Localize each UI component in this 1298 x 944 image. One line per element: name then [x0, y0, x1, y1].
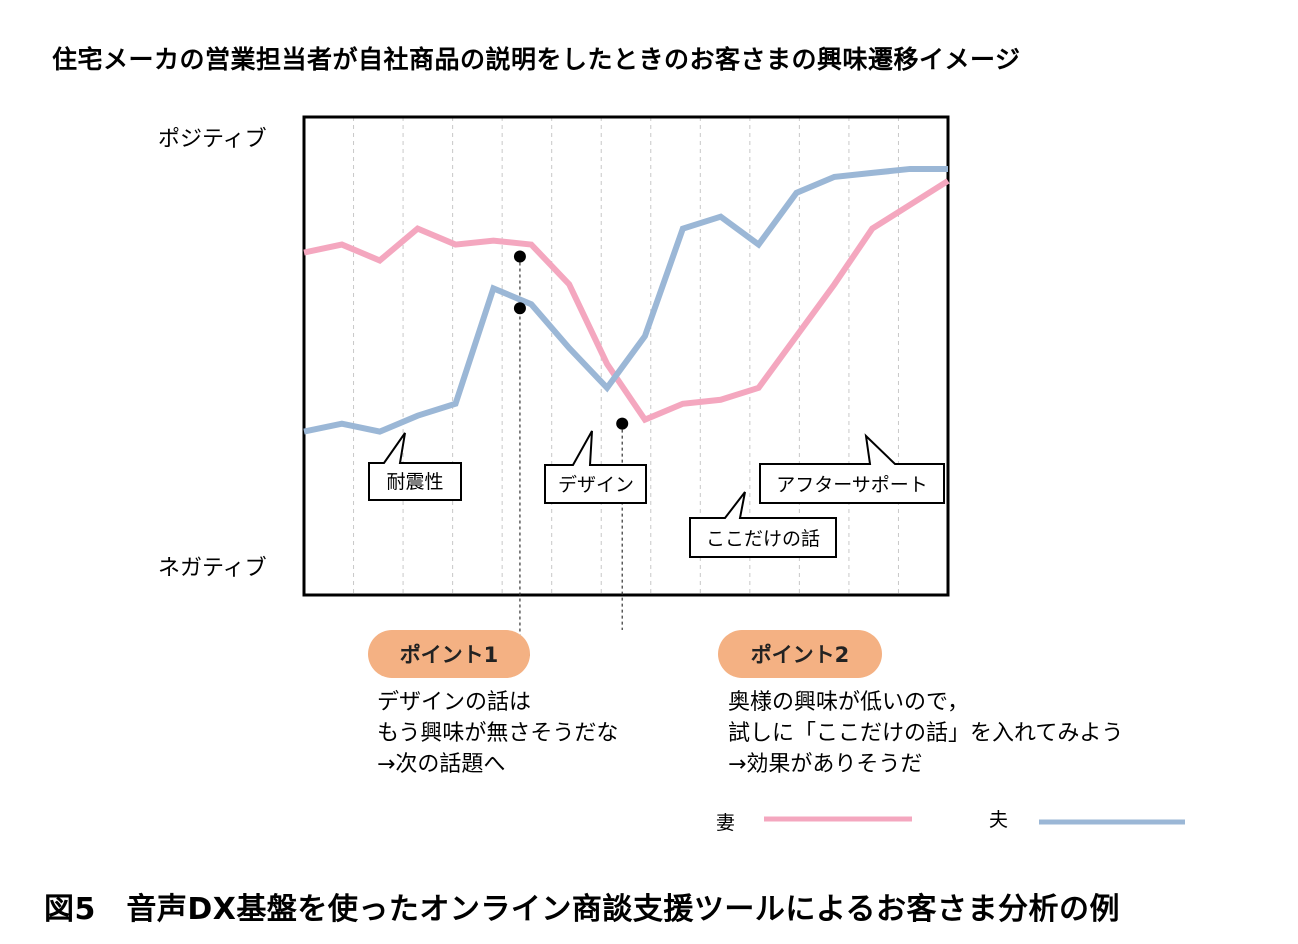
- point2-note-line: 奥様の興味が低いので，: [728, 690, 970, 715]
- series-layer: [303, 165, 950, 435]
- y-axis-top-label: ポジティブ: [158, 127, 267, 152]
- point1-badge: ポイント1: [368, 630, 530, 678]
- point2-label: ポイント2: [751, 643, 850, 667]
- point1-label: ポイント1: [400, 643, 499, 667]
- point1-note-line: →次の話題へ: [377, 752, 506, 777]
- callout-design: デザイン: [544, 430, 647, 504]
- callout-taishinsei: 耐震性: [368, 432, 462, 501]
- point2-note-line: 試しに「ここだけの話」を入れてみよう: [728, 721, 1124, 746]
- callout-kokodake-label: ここだけの話: [706, 528, 820, 550]
- point2-badge: ポイント2: [718, 630, 882, 678]
- point2-note: 奥様の興味が低いので， 試しに「ここだけの話」を入れてみよう →効果がありそうだ: [728, 687, 1123, 780]
- callout-kokodake: ここだけの話: [689, 491, 837, 558]
- point2-pill: [718, 630, 882, 678]
- callout-taishinsei-label: 耐震性: [386, 471, 443, 493]
- chart-title: 住宅メーカの営業担当者が自社商品の説明をしたときのお客さまの興味遷移イメージ: [52, 45, 1021, 74]
- figure-caption: 図5 音声DX基盤を使ったオンライン商談支援ツールによるお客さま分析の例: [44, 892, 1121, 927]
- series-line-husband: [303, 165, 948, 435]
- point1-note: デザインの話は もう興味が無さそうだな →次の話題へ: [377, 687, 618, 780]
- series-line-wife: [303, 178, 950, 424]
- callout-aftersupport: アフターサポート: [759, 433, 945, 504]
- point2-note-line: →効果がありそうだ: [728, 752, 923, 777]
- y-axis-bottom-label: ネガティブ: [158, 556, 267, 581]
- marker-point: [513, 302, 526, 315]
- marker-point: [513, 250, 526, 263]
- point1-note-line: もう興味が無さそうだな: [377, 721, 619, 746]
- point1-note-line: デザインの話は: [377, 690, 532, 715]
- callout-design-label: デザイン: [558, 474, 634, 496]
- legend-wife-label: 妻: [716, 812, 735, 834]
- marker-layer: [513, 250, 629, 430]
- marker-point: [616, 417, 629, 430]
- point1-pill: [368, 630, 530, 678]
- plot-frame: [302, 115, 950, 597]
- legend: 妻 夫: [716, 809, 1185, 834]
- callout-aftersupport-label: アフターサポート: [776, 474, 928, 496]
- legend-husband-label: 夫: [989, 809, 1008, 831]
